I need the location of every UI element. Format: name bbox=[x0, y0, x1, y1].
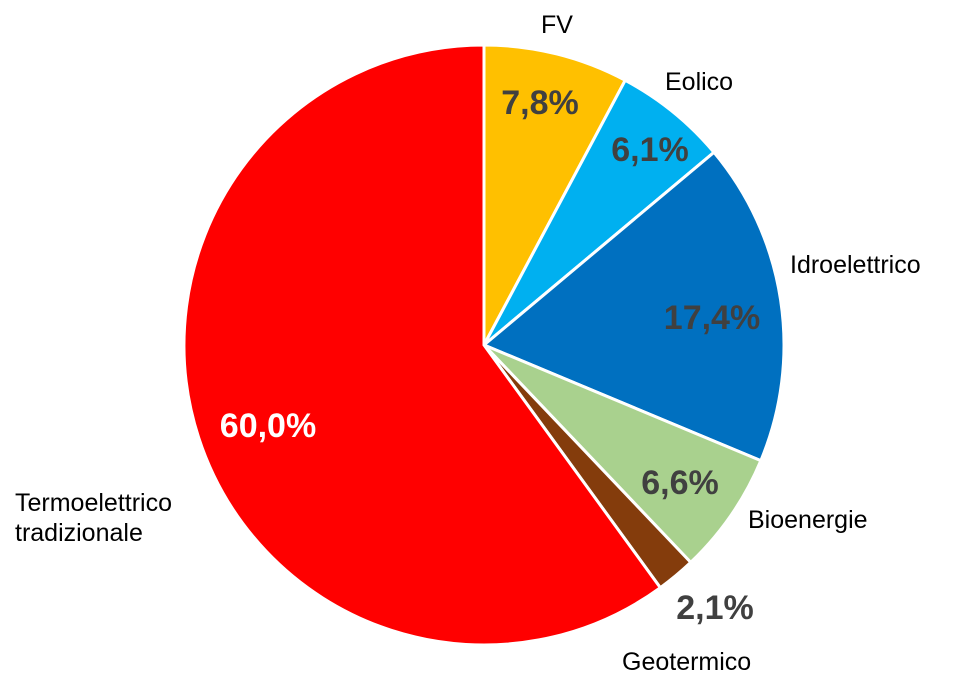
category-label: Bioenergie bbox=[748, 506, 868, 534]
data-label: 17,4% bbox=[664, 299, 760, 337]
pie-slice bbox=[481, 150, 786, 463]
pie-slice bbox=[182, 43, 663, 647]
data-label: 6,1% bbox=[611, 131, 689, 169]
category-label: Eolico bbox=[665, 68, 734, 96]
data-label: 2,1% bbox=[676, 589, 754, 627]
data-label: 7,8% bbox=[501, 84, 579, 122]
category-label: FV bbox=[541, 11, 573, 39]
category-label: Geotermico bbox=[622, 648, 752, 676]
category-label: Idroelettrico bbox=[790, 251, 921, 279]
data-label: 60,0% bbox=[220, 407, 316, 445]
pie-slice bbox=[482, 343, 763, 565]
pie-slice bbox=[482, 43, 628, 346]
category-label: Termoelettrico tradizionale bbox=[15, 489, 172, 547]
data-label: 6,6% bbox=[641, 464, 719, 502]
